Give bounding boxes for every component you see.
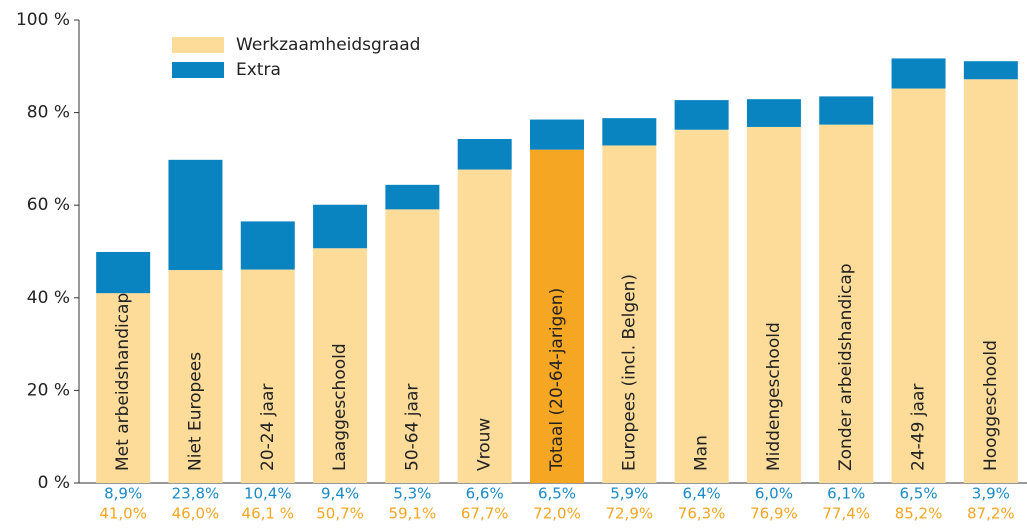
- legend-swatch: [172, 37, 224, 53]
- legend-label: Werkzaamheidsgraad: [236, 35, 420, 55]
- category-label: 20-24 jaar: [258, 384, 278, 471]
- bar-segment: [819, 124, 874, 483]
- bar-segment: [746, 99, 801, 127]
- value-label: 6,4%: [683, 485, 721, 503]
- value-label: 46,0%: [172, 505, 220, 523]
- category-label: 50-64 jaar: [402, 384, 422, 471]
- value-label: 85,2%: [895, 505, 943, 523]
- category-label: Laaggeschoold: [330, 343, 350, 471]
- bar-segment: [457, 138, 512, 170]
- y-tick-label: 80 %: [27, 103, 70, 123]
- bar-segment: [891, 58, 946, 89]
- value-label: 6,0%: [755, 485, 793, 503]
- category-label: Man: [692, 435, 712, 471]
- bar-segment: [602, 145, 657, 483]
- bar-segment: [530, 149, 584, 483]
- value-label: 67,7%: [461, 505, 509, 523]
- y-tick-label: 40 %: [27, 288, 70, 308]
- category-label: Niet Europees: [185, 352, 205, 471]
- legend-label: Extra: [236, 60, 281, 80]
- bar-segment: [313, 248, 368, 483]
- category-label: Met arbeidshandicap: [113, 293, 133, 471]
- y-tick-label: 0 %: [38, 473, 70, 493]
- y-tick-label: 60 %: [27, 195, 70, 215]
- bar-segment: [819, 96, 874, 125]
- bar-segment: [963, 61, 1018, 80]
- category-label: Zonder arbeidshandicap: [836, 263, 856, 471]
- bar-segment: [891, 88, 946, 484]
- y-tick-label: 20 %: [27, 380, 70, 400]
- value-label: 76,3%: [678, 505, 726, 523]
- bar-segment: [96, 293, 151, 483]
- bar-segment: [530, 119, 584, 150]
- category-label: Vrouw: [475, 418, 495, 471]
- bar-segment: [240, 269, 295, 483]
- bar-segment: [168, 270, 223, 483]
- category-label: Middengeschoold: [764, 322, 784, 471]
- value-label: 50,7%: [316, 505, 364, 523]
- legend-swatch: [172, 62, 224, 78]
- bar-segment: [385, 184, 440, 210]
- value-label: 6,1%: [827, 485, 865, 503]
- value-label: 8,9%: [104, 485, 142, 503]
- bar-segment: [457, 169, 512, 483]
- value-label: 6,5%: [538, 485, 576, 503]
- value-label: 23,8%: [172, 485, 220, 503]
- category-label: Europees (incl. Belgen): [619, 274, 639, 471]
- bar-segment: [313, 204, 368, 249]
- value-label: 72,0%: [533, 505, 581, 523]
- bar-segment: [602, 118, 657, 146]
- bar-segment: [240, 221, 295, 270]
- value-label: 9,4%: [321, 485, 359, 503]
- value-label: 6,6%: [466, 485, 504, 503]
- value-label: 46,1 %: [242, 505, 294, 523]
- bar-segment: [674, 129, 729, 483]
- bar-segment: [746, 126, 801, 483]
- value-label: 5,3%: [393, 485, 431, 503]
- value-label: 76,9%: [750, 505, 798, 523]
- value-label: 6,5%: [899, 485, 937, 503]
- y-tick-label: 100 %: [16, 10, 70, 30]
- bar-segment: [168, 159, 223, 271]
- bar-segment: [963, 79, 1018, 483]
- bar-segment: [674, 100, 729, 130]
- bar-segment: [96, 251, 151, 294]
- value-label: 3,9%: [972, 485, 1010, 503]
- value-label: 59,1%: [389, 505, 437, 523]
- bar-segment: [385, 209, 440, 483]
- value-label: 72,9%: [605, 505, 653, 523]
- value-label: 77,4%: [822, 505, 870, 523]
- category-label: 24-49 jaar: [909, 384, 929, 471]
- value-label: 5,9%: [610, 485, 648, 503]
- value-label: 10,4%: [244, 485, 292, 503]
- category-label: Totaal (20-64-jarigen): [547, 288, 567, 472]
- value-label: 41,0%: [99, 505, 147, 523]
- value-label: 87,2%: [967, 505, 1015, 523]
- category-label: Hooggeschoold: [981, 340, 1001, 471]
